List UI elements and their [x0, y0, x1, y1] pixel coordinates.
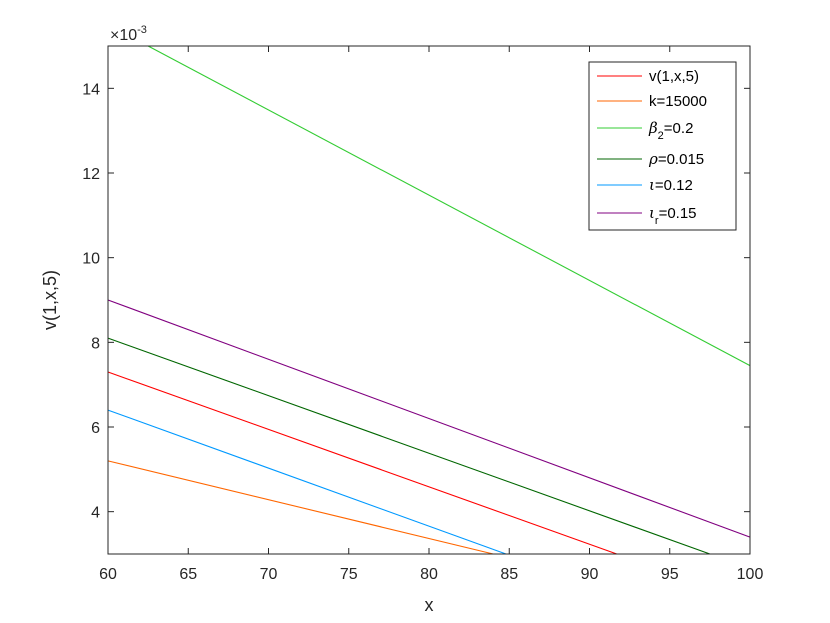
y-tick-label: 6 — [91, 420, 100, 437]
legend-label-3: ρ=0.015 — [648, 150, 704, 168]
x-tick-label: 100 — [737, 566, 764, 583]
legend-label-1: k=15000 — [649, 93, 707, 110]
series-line-5 — [107, 299, 751, 538]
y-exponent-power: -3 — [137, 24, 147, 36]
series-line-1 — [107, 460, 494, 555]
x-tick-label: 85 — [500, 566, 518, 583]
x-axis-label: x — [425, 595, 434, 615]
legend-label-4: ι=0.12 — [649, 176, 693, 194]
y-ticks: 4 6 8 10 12 14 — [82, 81, 750, 522]
series-line-3 — [107, 337, 711, 555]
series-layer — [107, 45, 751, 555]
x-tick-label: 75 — [340, 566, 358, 583]
y-exponent-base: ×10 — [110, 27, 137, 44]
y-tick-label: 4 — [91, 505, 100, 522]
x-tick-label: 95 — [661, 566, 679, 583]
legend-label-5: ιr=0.15 — [649, 204, 697, 227]
series-line-4 — [107, 409, 507, 555]
series-line-2 — [147, 45, 751, 367]
y-tick-label: 10 — [82, 251, 100, 268]
y-axis-label: v(1,x,5) — [40, 270, 60, 330]
x-ticks: 60 65 70 75 80 85 90 95 100 — [99, 46, 763, 583]
legend-label-0: v(1,x,5) — [649, 68, 699, 85]
x-tick-label: 90 — [581, 566, 599, 583]
x-tick-label: 60 — [99, 566, 117, 583]
y-tick-label: 12 — [82, 166, 100, 183]
legend-label-2: β2=0.2 — [648, 119, 693, 142]
y-exponent-label: ×10-3 — [110, 24, 147, 44]
x-tick-label: 80 — [420, 566, 438, 583]
x-tick-label: 65 — [179, 566, 197, 583]
series-line-0 — [107, 371, 617, 555]
y-tick-label: 14 — [82, 81, 100, 98]
x-tick-label: 70 — [260, 566, 278, 583]
legend-box — [588, 61, 737, 231]
legend: v(1,x,5) k=15000 β2=0.2 ρ=0.015 ι=0.12 ιr=0.1… — [588, 61, 737, 231]
y-tick-label: 8 — [91, 335, 100, 352]
